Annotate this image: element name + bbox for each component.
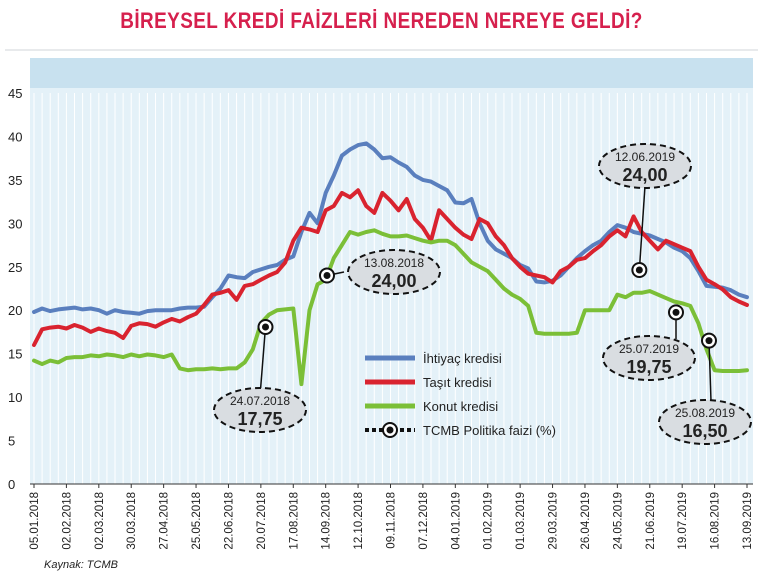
x-tick-label: 02.03.2018 xyxy=(94,492,106,550)
annotation-leader xyxy=(638,185,646,271)
x-tick-label: 14.09.2018 xyxy=(321,492,333,550)
x-tick-label: 29.03.2019 xyxy=(548,492,560,550)
x-tick-label: 04.01.2019 xyxy=(450,492,462,550)
x-tick-label: 01.03.2019 xyxy=(515,492,527,550)
x-tick-label: 19.07.2019 xyxy=(677,492,689,550)
annotation-date: 24.07.2018 xyxy=(230,394,290,408)
y-tick-label: 40 xyxy=(8,129,22,144)
annotation-value: 19,75 xyxy=(626,357,671,377)
legend-marker-dot xyxy=(386,426,394,434)
policy-rate-marker-dot xyxy=(261,323,269,331)
x-tick-label: 24.05.2019 xyxy=(612,492,624,550)
x-tick-label: 07.12.2018 xyxy=(418,492,430,550)
chart-title: BİREYSEL KREDİ FAİZLERİ NEREDEN NEREYE G… xyxy=(120,8,643,33)
annotation-bubble xyxy=(602,335,696,381)
series-lines xyxy=(32,141,749,387)
x-tick-label: 26.04.2019 xyxy=(580,492,592,550)
annotations: 24.07.201817,7513.08.201824,0012.06.2019… xyxy=(213,143,752,445)
y-tick-label: 35 xyxy=(8,173,22,188)
annotation-bubble xyxy=(213,387,307,433)
x-tick-label: 02.02.2018 xyxy=(61,492,73,550)
x-tick-label: 27.04.2018 xyxy=(159,492,171,550)
legend-label: Taşıt kredisi xyxy=(423,375,492,390)
legend-label: İhtiyaç kredisi xyxy=(423,351,502,366)
y-tick-label: 0 xyxy=(8,477,15,492)
x-tick-label: 17.08.2018 xyxy=(288,492,300,550)
y-tick-label: 5 xyxy=(8,434,15,449)
annotation-leader xyxy=(259,326,267,397)
policy-rate-marker-dot xyxy=(672,308,680,316)
annotation-date: 25.08.2019 xyxy=(675,406,735,420)
policy-rate-marker-dot xyxy=(705,337,713,345)
x-axis: 05.01.2018 02.02.2018 02.03.2018 30.03.2018… xyxy=(29,483,754,550)
source-note: Kaynak: TCMB xyxy=(44,559,118,571)
x-tick-label: 01.02.2019 xyxy=(483,492,495,550)
x-tick-label: 12.10.2018 xyxy=(353,492,365,550)
x-tick-label: 09.11.2018 xyxy=(386,492,398,549)
x-tick-label: 05.01.2018 xyxy=(29,492,41,550)
legend-label: Konut kredisi xyxy=(423,399,498,414)
annotation-value: 24,00 xyxy=(622,165,667,185)
annotation-bubble xyxy=(347,249,441,295)
y-axis: 0 5 10 15 20 25 30 35 40 45 xyxy=(8,86,22,492)
annotation-leader xyxy=(708,340,712,402)
x-tick-label: 22.06.2018 xyxy=(223,492,235,550)
policy-rate-marker-dot xyxy=(323,271,331,279)
x-tick-label: 21.06.2019 xyxy=(645,492,657,550)
y-tick-label: 25 xyxy=(8,260,22,275)
annotation-date: 13.08.2018 xyxy=(364,256,424,270)
y-tick-label: 20 xyxy=(8,303,22,318)
annotation-value: 24,00 xyxy=(371,271,416,291)
annotation-date: 25.07.2019 xyxy=(619,342,679,356)
x-tick-label: 13.09.2019 xyxy=(742,492,754,550)
x-tick-label: 30.03.2018 xyxy=(126,492,138,550)
annotation-bubble xyxy=(598,143,692,189)
annotation-date: 12.06.2019 xyxy=(615,150,675,164)
y-tick-label: 30 xyxy=(8,216,22,231)
x-tick-label: 16.08.2019 xyxy=(710,492,722,550)
series-line xyxy=(32,228,749,387)
annotation-value: 17,75 xyxy=(237,409,282,429)
x-tick-label: 25.05.2018 xyxy=(191,492,203,550)
x-tick-label: 20.07.2018 xyxy=(256,492,268,550)
series-line xyxy=(32,188,749,347)
legend: İhtiyaç kredisi Taşıt kredisi Konut kredis… xyxy=(365,351,556,438)
annotation-bubble xyxy=(658,399,752,445)
header-band xyxy=(30,58,753,88)
annotation-value: 16,50 xyxy=(682,421,727,441)
y-tick-label: 10 xyxy=(8,390,22,405)
y-tick-label: 45 xyxy=(8,86,22,101)
legend-label: TCMB Politika faizi (%) xyxy=(423,423,556,438)
y-tick-label: 15 xyxy=(8,347,22,362)
policy-rate-marker-dot xyxy=(635,266,643,274)
